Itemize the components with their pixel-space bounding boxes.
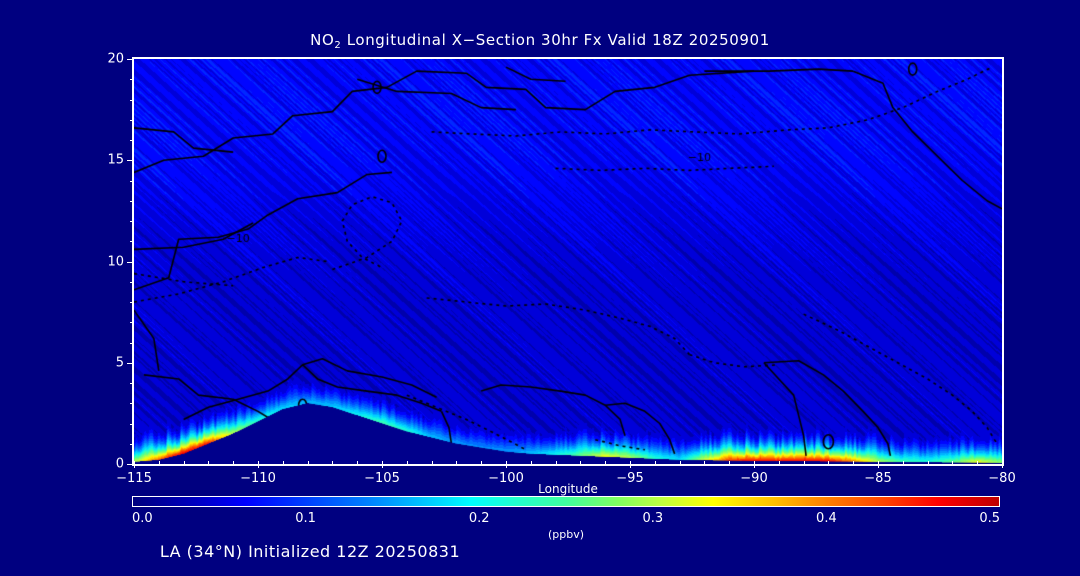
y-tick-minor — [130, 302, 134, 303]
y-tick-label: 15 — [107, 152, 124, 168]
x-tick-minor — [431, 461, 433, 465]
x-tick-major — [878, 461, 879, 468]
x-tick-minor — [456, 461, 458, 465]
y-tick-label: 0 — [115, 456, 124, 472]
x-tick-label: −85 — [864, 471, 892, 486]
y-tick-minor — [130, 79, 134, 81]
x-tick-label: −80 — [988, 471, 1016, 486]
x-tick-minor — [233, 461, 235, 465]
title-rest: Longitudinal X−Section 30hr Fx Valid 18Z… — [341, 31, 770, 49]
x-tick-major — [754, 461, 755, 468]
y-tick-minor — [130, 221, 134, 222]
x-tick-minor — [282, 461, 284, 465]
y-tick-minor — [130, 342, 134, 344]
y-axis: 0 5 10 15 20 — [92, 52, 134, 472]
x-tick-minor — [927, 461, 929, 465]
x-tick-minor — [828, 461, 830, 465]
figure-title: NO2 Longitudinal X−Section 30hr Fx Valid… — [0, 31, 1080, 51]
x-tick-minor — [952, 461, 954, 465]
figure-caption: LA (34°N) Initialized 12Z 20250831 — [159, 542, 461, 561]
x-tick-minor — [977, 461, 979, 465]
x-tick-minor — [679, 461, 681, 465]
y-tick-minor — [130, 403, 134, 405]
x-axis: −115 −110 −105 −100 −95 −90 −85 −80 — [116, 461, 1016, 493]
y-tick-minor — [130, 281, 134, 283]
x-tick-minor — [307, 461, 309, 465]
y-tick-major — [127, 464, 134, 465]
colorbar: (ppbv) 0.0 0.1 0.2 0.3 0.4 0.5 — [132, 496, 1000, 541]
x-tick-label: −115 — [116, 471, 152, 486]
x-tick-label: −105 — [364, 471, 400, 486]
x-tick-label: −90 — [740, 471, 768, 486]
title-subscript: 2 — [334, 40, 342, 51]
x-tick-minor — [605, 461, 607, 465]
y-tick-minor — [130, 443, 134, 445]
y-tick-label: 10 — [107, 254, 124, 269]
x-tick-minor — [332, 461, 334, 465]
plot-canvas-wrap — [134, 59, 1002, 464]
x-tick-major — [1002, 461, 1003, 468]
x-tick-minor — [481, 461, 483, 465]
y-tick-major — [127, 160, 134, 162]
x-tick-label: −95 — [616, 471, 644, 486]
x-tick-minor — [729, 461, 731, 465]
y-tick-major — [127, 261, 134, 263]
x-tick-minor — [530, 461, 532, 465]
x-tick-minor — [158, 461, 160, 465]
x-tick-minor — [902, 461, 904, 465]
x-tick-major — [382, 461, 383, 468]
y-tick-minor — [130, 140, 134, 141]
x-tick-label: −100 — [488, 471, 524, 486]
x-tick-minor — [183, 461, 185, 465]
x-tick-major — [630, 461, 631, 468]
colorbar-tick-label: 0.2 — [468, 511, 490, 526]
y-tick-label: 20 — [107, 51, 124, 67]
y-tick-label: 5 — [115, 355, 124, 371]
x-tick-major — [506, 461, 507, 468]
y-tick-minor — [130, 180, 134, 182]
colorbar-tick-label: 0.4 — [816, 511, 837, 526]
x-tick-minor — [580, 461, 582, 465]
x-tick-minor — [704, 461, 706, 465]
y-tick-minor — [130, 383, 134, 384]
x-tick-minor — [406, 461, 408, 465]
x-tick-label: −110 — [240, 471, 276, 486]
x-tick-minor — [853, 461, 855, 465]
y-tick-minor — [130, 241, 134, 243]
colorbar-unit-label: (ppbv) — [547, 528, 585, 541]
y-tick-minor — [130, 423, 134, 425]
x-tick-minor — [208, 461, 210, 465]
no2-cross-section-heatmap — [134, 59, 1002, 464]
colorbar-tick-label: 0.0 — [132, 511, 153, 526]
colorbar-tick-label: 0.5 — [979, 511, 1000, 526]
x-tick-minor — [778, 461, 780, 465]
x-tick-minor — [555, 461, 557, 465]
x-tick-minor — [357, 461, 359, 465]
x-tick-minor — [654, 461, 656, 465]
title-species: NO — [310, 31, 335, 49]
y-tick-minor — [130, 200, 134, 202]
y-tick-major — [127, 362, 134, 364]
plot-area — [132, 57, 1004, 466]
x-tick-major — [134, 461, 135, 468]
colorbar-gradient — [132, 496, 1000, 507]
x-tick-major — [258, 461, 259, 468]
y-tick-minor — [130, 119, 134, 121]
x-axis-label: Longitude — [538, 482, 598, 496]
y-tick-minor — [130, 322, 134, 324]
colorbar-tick-label: 0.1 — [295, 511, 316, 526]
y-tick-major — [127, 59, 134, 60]
colorbar-tick-label: 0.3 — [642, 511, 664, 526]
y-tick-minor — [130, 99, 134, 101]
x-tick-minor — [803, 461, 805, 465]
